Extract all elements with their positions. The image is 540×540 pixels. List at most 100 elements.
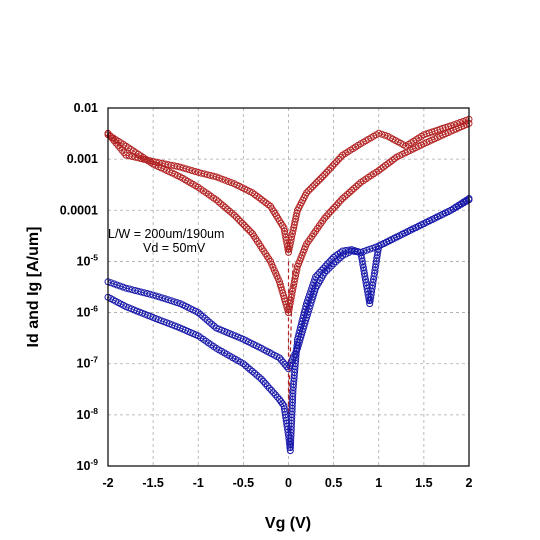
data-point (379, 163, 387, 171)
data-point (323, 168, 331, 176)
data-point (325, 210, 333, 218)
data-point (311, 181, 319, 189)
data-point (242, 362, 250, 370)
data-point (281, 360, 289, 368)
data-point (348, 187, 356, 194)
y-tick-labels: 10-9 10-8 10-7 10-6 10-5 0.0001 0.001 0.01 (60, 101, 99, 473)
data-point (242, 224, 250, 231)
data-point (331, 203, 339, 211)
data-point (219, 202, 227, 210)
data-point (110, 280, 118, 288)
data-point (332, 252, 340, 260)
data-point (307, 288, 315, 296)
data-point (255, 194, 263, 202)
data-point (456, 119, 464, 126)
data-point (276, 354, 283, 362)
data-point (274, 393, 281, 401)
data-point (212, 196, 220, 204)
data-point (313, 179, 321, 187)
data-point (321, 171, 329, 178)
y-tick-label: 0.001 (67, 152, 98, 166)
data-point (327, 164, 335, 172)
data-point (315, 177, 323, 185)
data-point (240, 221, 248, 229)
data-point (279, 358, 287, 366)
data-point (206, 318, 213, 326)
plot-frame (107, 107, 470, 467)
data-point (372, 243, 380, 251)
data-point (119, 283, 127, 291)
data-point (319, 173, 327, 181)
data-point (265, 384, 273, 392)
data-point (251, 369, 259, 377)
data-point (357, 248, 365, 256)
annotation-lw: L/W = 200um/190um (108, 227, 224, 241)
data-point (255, 373, 263, 381)
data-point (197, 311, 204, 318)
data-point (260, 197, 268, 205)
data-point (253, 371, 261, 379)
data-point (161, 295, 169, 303)
data-point (152, 292, 160, 300)
data-point (333, 158, 341, 166)
data-point (308, 285, 316, 293)
data-point (459, 118, 467, 125)
data-point (224, 206, 232, 213)
data-point (199, 312, 207, 320)
data-point (321, 214, 329, 222)
x-tick-label: -1.5 (142, 476, 164, 490)
data-point (277, 356, 285, 364)
data-point (350, 185, 358, 192)
data-point (236, 217, 244, 225)
series-4 (104, 195, 473, 455)
data-point (261, 380, 269, 388)
data-point (378, 130, 386, 138)
data-point (388, 156, 396, 164)
data-point (341, 193, 349, 200)
data-point (270, 389, 277, 397)
data-point (303, 300, 311, 308)
data-point (244, 226, 252, 233)
data-point (226, 207, 234, 215)
data-point (375, 129, 383, 137)
data-point (323, 212, 331, 220)
data-point (155, 293, 163, 301)
data-point (363, 246, 371, 254)
data-point (283, 363, 291, 370)
data-point (305, 187, 313, 195)
x-tick-label: 0 (285, 476, 292, 490)
data-point (167, 297, 175, 305)
data-point (209, 172, 217, 180)
data-point (333, 201, 341, 209)
data-point (447, 122, 455, 130)
y-tick-label: 10-6 (77, 304, 99, 320)
data-point (228, 209, 236, 217)
data-point (318, 266, 326, 274)
data-point (322, 262, 330, 270)
data-point (288, 233, 296, 241)
x-tick-label: 0.5 (325, 476, 342, 490)
data-point (312, 273, 320, 281)
data-point (354, 181, 362, 188)
data-point (248, 367, 256, 375)
data-point (232, 213, 240, 221)
data-point (224, 178, 232, 185)
x-tick-label: -0.5 (233, 476, 255, 490)
x-tick-label: -1 (193, 476, 204, 490)
data-point (212, 173, 220, 181)
data-point (326, 258, 334, 266)
data-point (450, 121, 458, 129)
data-point (329, 162, 337, 170)
data-point (287, 236, 295, 244)
data-point (320, 264, 328, 272)
data-point (314, 271, 322, 279)
data-point (215, 198, 223, 206)
data-point (345, 189, 353, 196)
data-point (316, 269, 324, 276)
x-tick-label: 1.5 (415, 476, 432, 490)
data-point (116, 282, 124, 290)
data-point (304, 297, 312, 305)
data-point (217, 200, 225, 208)
data-point (381, 131, 389, 139)
